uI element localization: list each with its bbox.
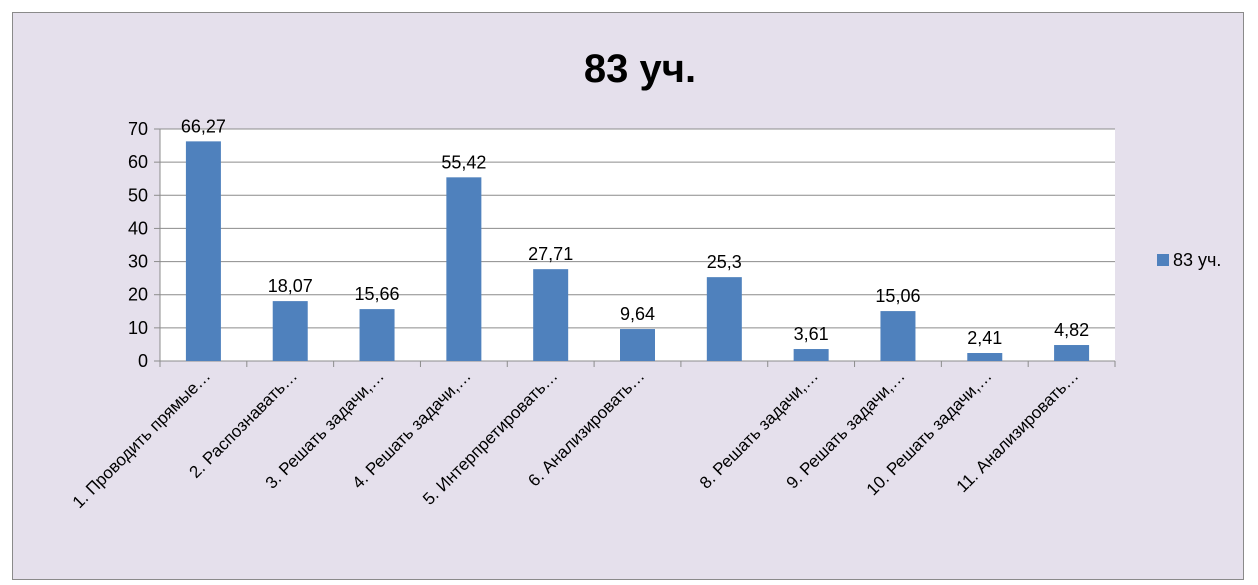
bar — [533, 269, 569, 361]
y-tick-label: 30 — [128, 252, 148, 272]
bar — [793, 349, 829, 361]
gridlines — [160, 128, 1115, 361]
y-tick-label: 0 — [138, 351, 148, 371]
bar — [880, 311, 916, 361]
category-labels: 1. Проводить прямые…2. Распознавать…3. Р… — [69, 366, 1083, 512]
data-label: 18,07 — [268, 276, 313, 296]
plot-area — [160, 129, 1115, 361]
chart-title: 83 уч. — [584, 47, 696, 91]
data-label: 3,61 — [794, 324, 829, 344]
y-tick-label: 20 — [128, 285, 148, 305]
data-label: 25,3 — [707, 252, 742, 272]
legend: 83 уч. — [1157, 250, 1221, 270]
data-label: 2,41 — [967, 328, 1002, 348]
data-label: 15,06 — [875, 286, 920, 306]
bar — [446, 177, 482, 361]
data-label: 66,27 — [181, 116, 226, 136]
bar — [359, 309, 395, 361]
legend-label: 83 уч. — [1173, 250, 1221, 270]
data-labels: 66,27 18,07 15,66 55,42 27,71 9,64 25,3 3,61 15,… — [181, 116, 1089, 348]
axes: 0 10 20 30 40 50 60 70 — [128, 119, 1116, 371]
y-tick-label: 10 — [128, 318, 148, 338]
bar — [967, 353, 1003, 361]
data-label: 55,42 — [441, 152, 486, 172]
data-label: 15,66 — [355, 284, 400, 304]
bar — [185, 141, 221, 361]
y-tick-label: 60 — [128, 152, 148, 172]
bar — [272, 301, 308, 361]
legend-swatch — [1157, 254, 1169, 266]
data-label: 27,71 — [528, 244, 573, 264]
bars — [185, 141, 1090, 361]
bar — [620, 329, 655, 361]
y-tick-label: 70 — [128, 119, 148, 139]
data-label: 9,64 — [620, 304, 655, 324]
y-tick-label: 40 — [128, 218, 148, 238]
data-label: 4,82 — [1054, 320, 1089, 340]
x-category-label: 1. Проводить прямые… — [69, 366, 215, 512]
y-tick-label: 50 — [128, 185, 148, 205]
bar — [1054, 345, 1090, 361]
bar — [706, 277, 742, 361]
